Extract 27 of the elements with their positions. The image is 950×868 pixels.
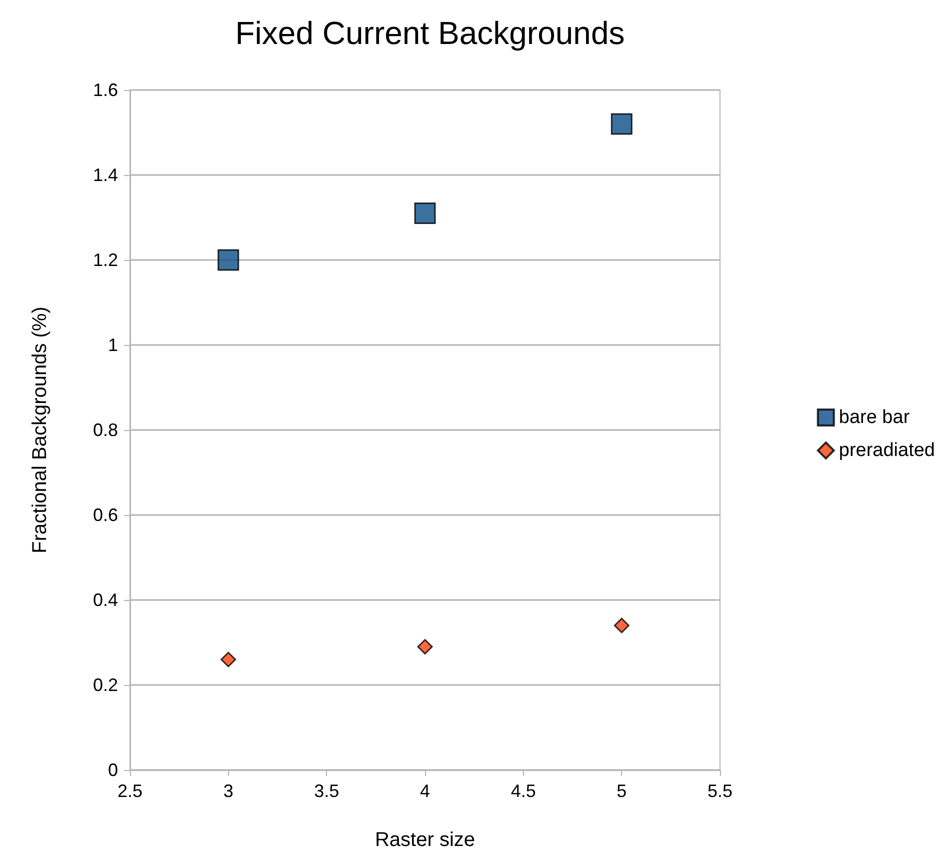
y-tick-label: 1.6 [92, 80, 118, 100]
y-tick-label: 1.2 [92, 250, 118, 270]
y-axis-title: Fractional Backgrounds (%) [29, 306, 51, 554]
x-axis-title: Raster size [374, 829, 476, 851]
legend-label: preradiated [838, 440, 935, 461]
x-tick-label: 5 [616, 781, 627, 801]
x-tick-label: 2.5 [117, 781, 143, 801]
x-tick-label: 4.5 [510, 781, 536, 801]
y-tick-label: 1.4 [92, 165, 118, 185]
y-tick-label: 0 [108, 760, 118, 780]
point [414, 202, 436, 224]
x-tick-label: 3 [223, 781, 234, 801]
point [610, 113, 632, 135]
point [614, 618, 630, 634]
legend-label: bare bar [838, 407, 910, 428]
x-tick-label: 5.5 [707, 781, 733, 801]
point [220, 652, 236, 668]
y-tick-label: 0.2 [92, 675, 118, 695]
y-tick-label: 0.6 [92, 505, 118, 525]
chart-title: Fixed Current Backgrounds [235, 15, 625, 51]
x-tick-label: 4 [420, 781, 430, 801]
y-tick-label: 0.8 [92, 420, 118, 440]
y-tick-label: 1 [108, 335, 118, 355]
x-tick-label: 3.5 [314, 781, 340, 801]
point [417, 639, 433, 654]
y-tick-label: 0.4 [92, 590, 118, 610]
point [218, 249, 240, 271]
